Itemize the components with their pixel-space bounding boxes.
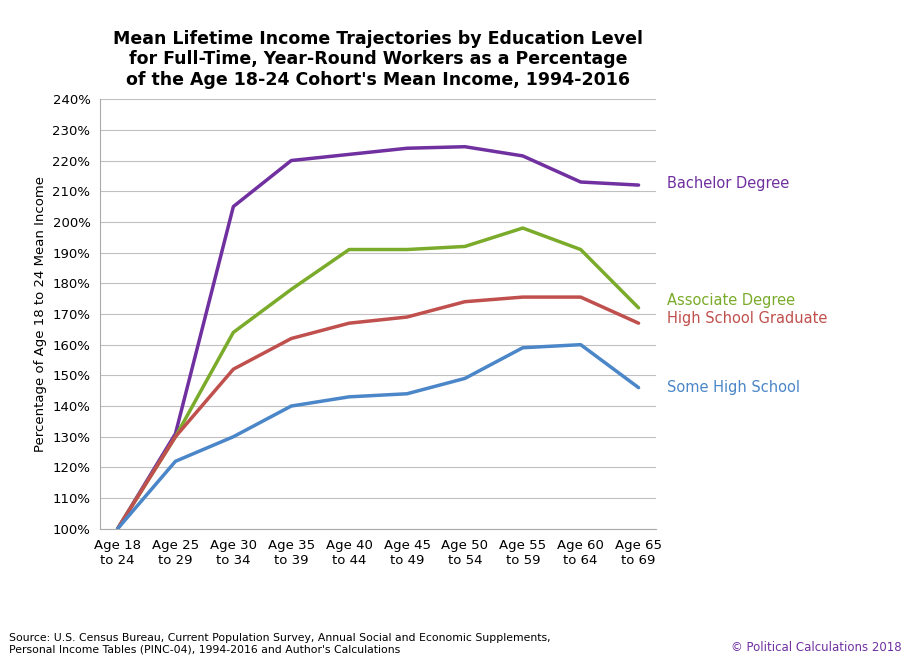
Text: Some High School: Some High School bbox=[667, 380, 800, 395]
Text: High School Graduate: High School Graduate bbox=[667, 311, 827, 326]
Text: © Political Calculations 2018: © Political Calculations 2018 bbox=[732, 641, 902, 654]
Text: Associate Degree: Associate Degree bbox=[667, 293, 795, 307]
Text: Source: U.S. Census Bureau, Current Population Survey, Annual Social and Economi: Source: U.S. Census Bureau, Current Popu… bbox=[9, 633, 551, 654]
Title: Mean Lifetime Income Trajectories by Education Level
for Full-Time, Year-Round W: Mean Lifetime Income Trajectories by Edu… bbox=[113, 30, 643, 89]
Text: Bachelor Degree: Bachelor Degree bbox=[667, 176, 789, 191]
Y-axis label: Percentage of Age 18 to 24 Mean Income: Percentage of Age 18 to 24 Mean Income bbox=[34, 176, 47, 452]
